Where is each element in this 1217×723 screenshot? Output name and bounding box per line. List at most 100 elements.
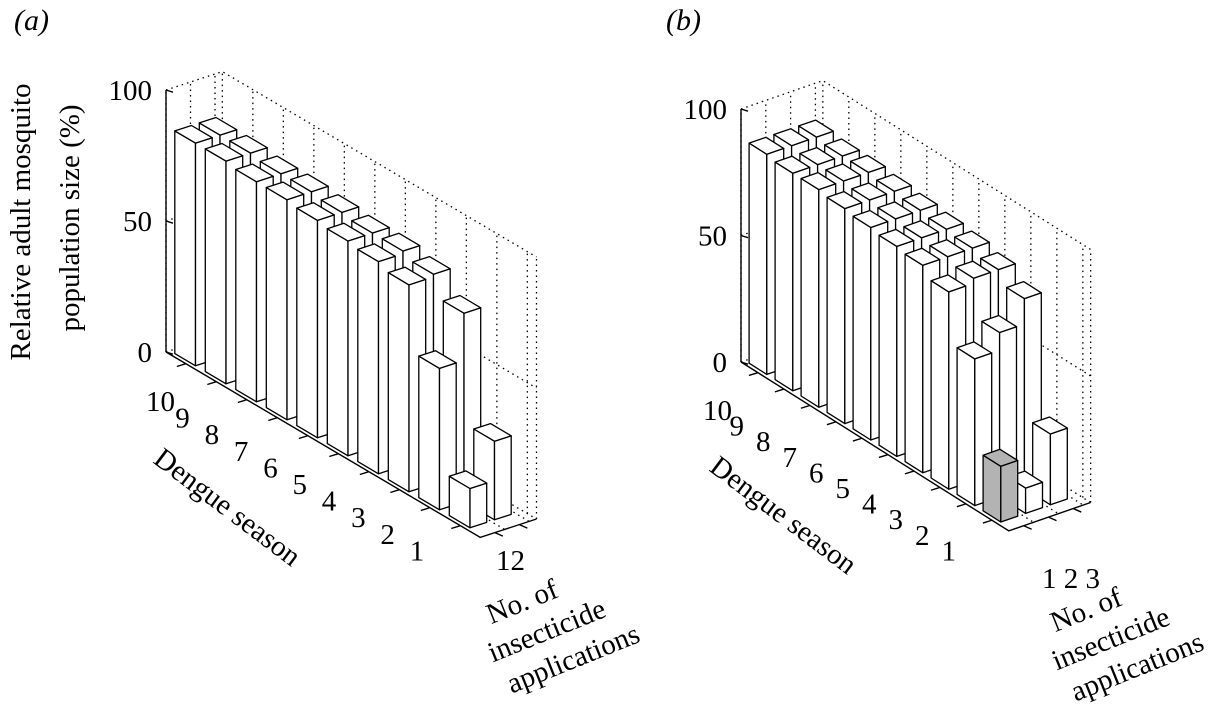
panel-a-season-axis-title: Dengue season [148,442,307,573]
bar-top-face [259,155,299,175]
season-tick [298,435,309,440]
bar-top-face [904,247,941,266]
bar-top-face [903,220,940,239]
bar-top-face [320,194,360,214]
season-tick [878,453,889,459]
season-tick [390,489,400,494]
bar-front-face [930,280,950,490]
bar-top-face [981,314,1018,334]
application-tick [1023,525,1032,530]
bar-top-face [982,448,1019,467]
bar-front-face [800,177,820,408]
bar-top-face [229,134,268,154]
bar-top-face [1032,416,1068,435]
application-tick [519,523,528,529]
bar-top-face [773,128,810,147]
bar-front-face [387,271,410,493]
bar-top-face [442,294,482,314]
season-tick [826,421,837,426]
bar-top-face [826,190,863,210]
bar-top-face [955,260,992,279]
panel-b-label: (b) [666,4,701,37]
season-tick-label: 7 [234,436,249,468]
bar-front-face [852,215,872,441]
bar-front-face [357,248,380,475]
bar-top-face [326,222,366,242]
bar-top-face [448,470,488,490]
bar-top-face [351,214,390,234]
bar-top-face [296,202,335,222]
z-tick [165,351,174,355]
season-tick-label: 8 [205,419,220,451]
bar-front-face [418,355,441,511]
application-tick [494,531,504,537]
bar-front-face [956,347,976,507]
season-tick-label: 9 [730,411,745,443]
z-tick-label: 50 [698,221,727,253]
bar-front-face [174,130,197,367]
application-tick [1048,516,1057,522]
season-tick [956,503,967,508]
panel-a-label: (a) [14,4,49,37]
bar-top-face [387,266,427,286]
bar-top-face [798,119,834,138]
season-tick [930,486,941,491]
bar-top-face [902,192,938,211]
bar-side-face [493,435,512,521]
bar-top-face [852,209,889,229]
bar-top-face [198,116,238,136]
bar-side-face [469,482,488,529]
bar-top-face [929,239,966,258]
season-tick-label: 1 [942,535,957,567]
season-tick [237,399,248,404]
bar-front-face [748,142,768,376]
bar-top-face [956,341,993,360]
bar-top-face [928,211,964,230]
panel-b-app-ticks: 1 2 3 [1042,563,1100,595]
season-tick-label: 2 [380,519,395,551]
z-tick [165,220,174,224]
bar-top-face [825,163,862,182]
ylabel-line2: population size (%) [54,104,86,331]
season-tick [748,371,759,377]
season-tick [451,525,461,530]
z-tick-label: 50 [123,206,152,238]
grid-hline [740,79,1091,251]
floor-axis-line [165,351,537,539]
bar-top-face [235,163,274,183]
season-tick [904,470,915,475]
panel-a-bars [174,116,512,529]
z-tick [740,108,749,112]
bar-s2-a1 [418,350,457,511]
season-tick-label: 4 [322,486,337,518]
season-tick [420,507,431,512]
ylabel-group: Relative adult mosquito population size … [5,83,86,360]
season-tick-label: 2 [915,520,930,552]
bar-top-face [412,255,451,275]
bar-front-face [326,228,349,457]
season-tick-label: 4 [862,489,877,521]
season-tick-label: 10 [703,395,732,427]
bar-front-face [826,196,846,425]
bar-top-face [877,201,914,220]
season-tick [800,404,811,409]
z-tick-label: 100 [684,94,728,126]
bar-top-face [265,181,305,201]
z-tick [165,89,174,93]
bar-front-face [904,253,924,474]
season-tick-label: 5 [293,469,308,501]
bar-top-face [930,274,967,293]
season-tick-label: 10 [146,386,175,418]
season-tick [268,417,278,422]
floor-axis-line [740,361,1091,532]
season-tick [176,363,187,368]
bar-side-face [1000,459,1019,523]
bar-top-face [980,251,1016,271]
z-tick-label: 100 [109,75,153,107]
season-tick-label: 6 [263,452,278,484]
bar-s1-a1 [448,470,488,529]
bar-front-face [878,234,898,458]
season-tick-label: 9 [175,403,190,435]
